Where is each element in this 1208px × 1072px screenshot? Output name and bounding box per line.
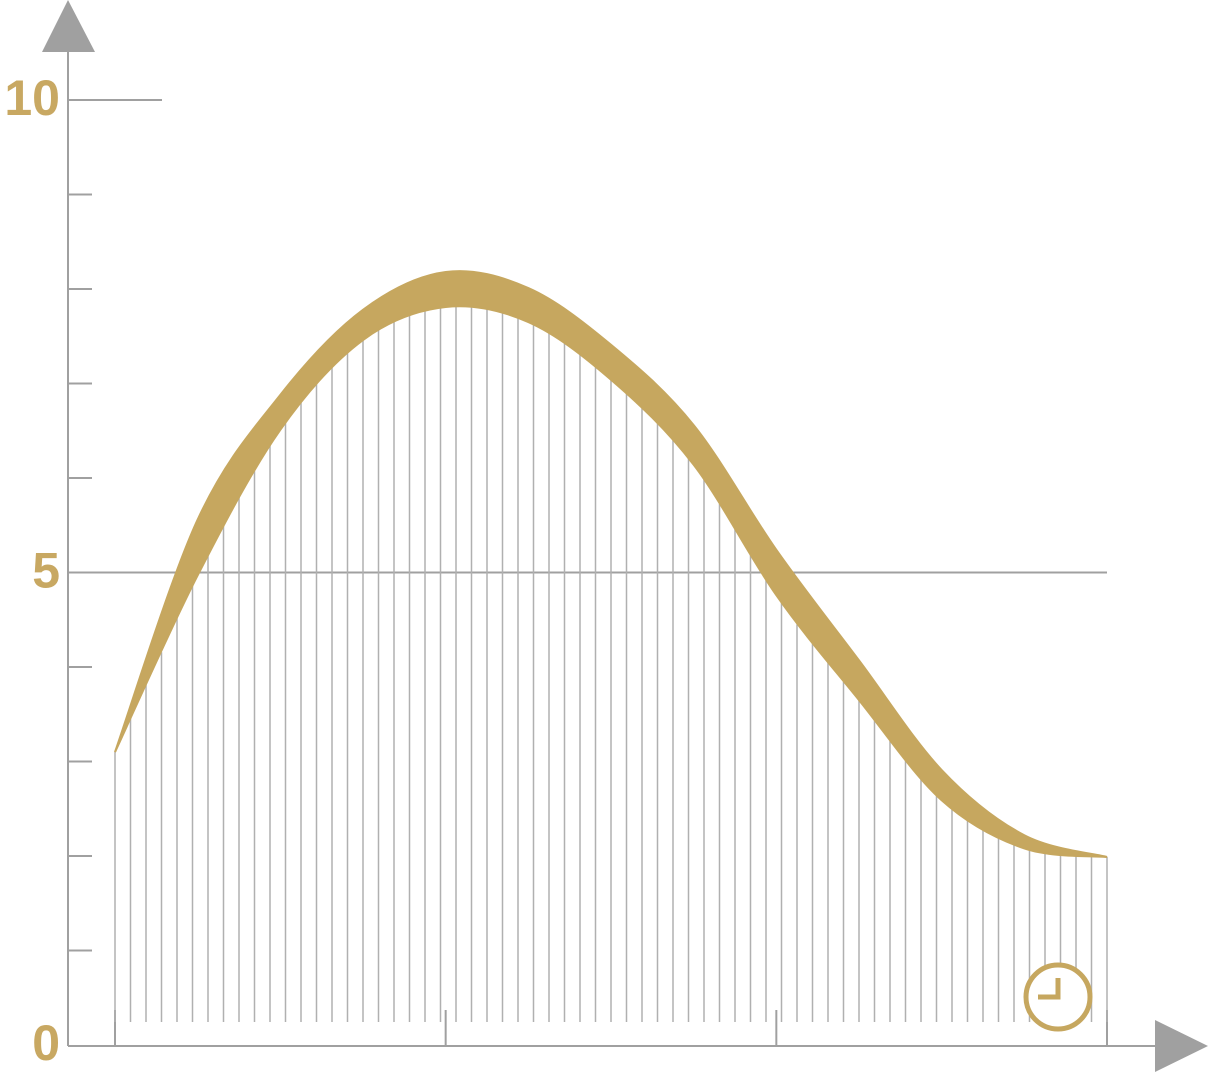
x-axis-arrow <box>1155 1020 1208 1072</box>
y-axis-arrow <box>42 0 95 52</box>
y-tick-label: 5 <box>32 543 60 599</box>
y-tick-label: 10 <box>4 70 60 126</box>
band-edge <box>114 305 1108 858</box>
clock-icon <box>1023 962 1093 1032</box>
band-edge <box>114 270 1108 858</box>
y-tick-label: 0 <box>32 1015 60 1071</box>
